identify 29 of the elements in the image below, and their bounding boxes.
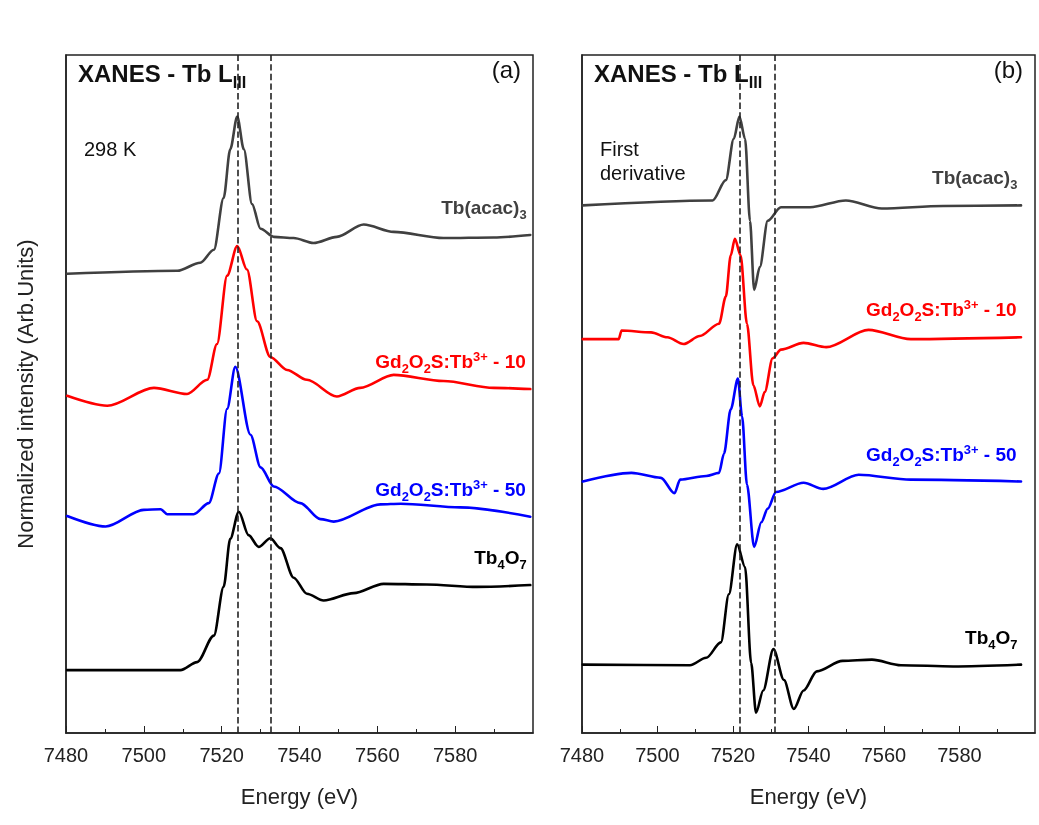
series-label: Tb(acac)$_{3}$ [441, 196, 527, 222]
x-tick-label: 7480 [559, 744, 605, 766]
chart-title: XANES - Tb L$_{III}$ [78, 60, 247, 91]
x-tick-label: 7540 [786, 744, 831, 766]
x-tick-label: 7500 [635, 744, 680, 766]
x-tick-label: 7580 [937, 744, 982, 766]
series-label: Tb(acac)$_{3}$ [932, 167, 1018, 193]
series-label: Gd$_{2}$O$_{2}$S:Tb$^{3+}$ - 10 [866, 296, 1017, 325]
x-tick-label: 7520 [710, 744, 756, 766]
x-tick-label: 7560 [355, 744, 400, 766]
annotation: First derivative [600, 138, 686, 184]
x-tick-label: 7580 [432, 744, 478, 766]
text: (b) [993, 55, 1024, 83]
series-label: Gd$_{2}$O$_{2}$S:Tb$^{3+}$ - 50 [375, 476, 526, 504]
x-axis-title: Energy (eV) [240, 783, 359, 809]
annotation: 298 K [84, 138, 137, 160]
series-label: Gd$_{2}$O$_{2}$S:Tb$^{3+}$ - 10 [375, 348, 526, 376]
x-axis-title: Energy (eV) [749, 783, 868, 809]
series-label: Tb$_{4}$O$_{7}$ [965, 626, 1018, 652]
text: (a) [491, 55, 522, 83]
chart-title: XANES - Tb L$_{III}$ [594, 60, 763, 91]
x-tick-label: 7480 [43, 744, 89, 766]
series-label: Gd$_{2}$O$_{2}$S:Tb$^{3+}$ - 50 [866, 441, 1017, 469]
x-tick-label: 7520 [199, 744, 244, 766]
y-axis-title: Normalized intensity (Arb.Units) [12, 239, 38, 549]
x-tick-label: 7540 [277, 744, 322, 766]
series-label: Tb$_{4}$O$_{7}$ [474, 547, 527, 572]
x-tick-label: 7560 [861, 744, 907, 766]
x-tick-label: 7500 [121, 744, 167, 766]
